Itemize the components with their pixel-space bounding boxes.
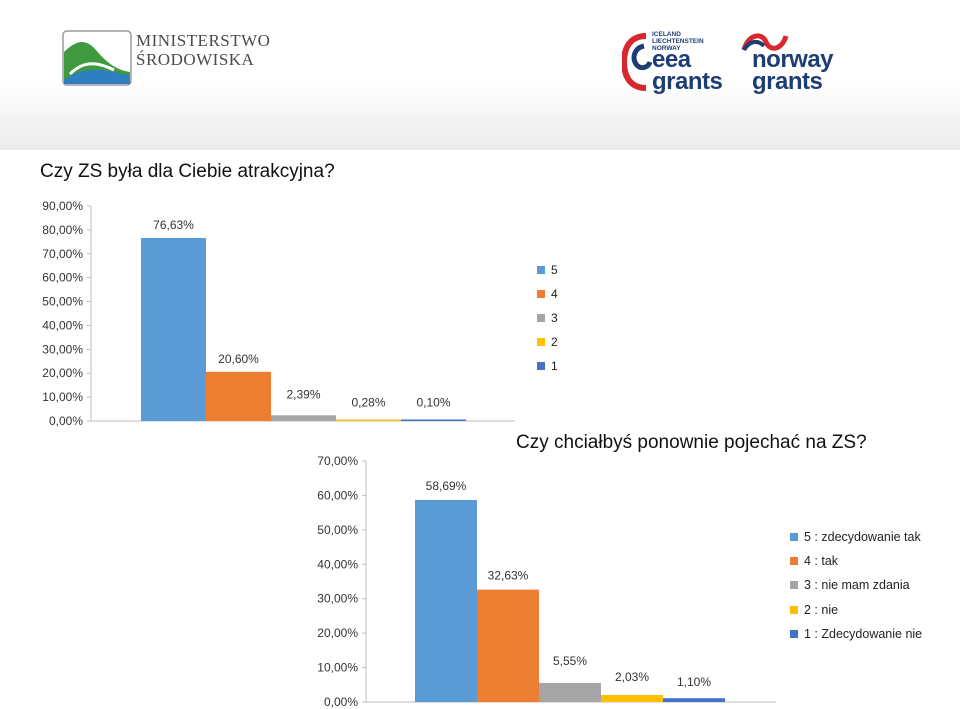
chart1-legend-swatch — [537, 290, 545, 298]
ministry-name: MINISTERSTWO ŚRODOWISKA — [136, 31, 270, 69]
chart1-legend-item: 5 — [537, 258, 558, 282]
chart1-y-tick-label: 40,00% — [42, 318, 83, 332]
chart1-y-tick-label: 90,00% — [42, 199, 83, 213]
chart1-bar — [206, 371, 271, 421]
chart1-y-tick-label: 80,00% — [42, 223, 83, 237]
chart1-y-tick-label: 70,00% — [42, 247, 83, 261]
chart1-data-label: 20,60% — [218, 352, 259, 366]
chart2-legend-swatch — [790, 605, 798, 614]
chart2-y-tick-label: 30,00% — [317, 592, 358, 606]
chart2-y-tick-label: 20,00% — [317, 626, 358, 640]
chart1-bar — [401, 419, 466, 421]
chart2-data-label: 5,55% — [553, 654, 587, 668]
eea-countries: ICELAND LIECHTENSTEIN NORWAY — [652, 31, 704, 52]
eea-country-2: LIECHTENSTEIN — [652, 38, 704, 45]
chart1-legend-label: 3 — [551, 311, 558, 325]
chart1-legend-swatch — [537, 314, 545, 322]
chart2-legend-label: 3 : nie mam zdania — [804, 578, 910, 593]
eea-country-3: NORWAY — [652, 45, 681, 52]
chart2-legend: 5 : zdecydowanie tak 4 : tak 3 : nie mam z… — [790, 525, 922, 646]
chart2-bar — [601, 695, 663, 702]
chart1-y-tick-label: 30,00% — [42, 342, 83, 356]
chart1-y-tick-label: 10,00% — [42, 390, 83, 404]
chart2-legend-item: 2 : nie — [790, 598, 922, 622]
chart1-legend: 5 4 3 2 1 — [537, 258, 558, 378]
chart2-legend-item: 4 : tak — [790, 549, 922, 573]
chart1-legend-label: 5 — [551, 263, 558, 277]
chart1-legend-swatch — [537, 266, 545, 274]
chart1-y-tick-label: 50,00% — [42, 295, 83, 309]
chart2-legend-item: 3 : nie mam zdania — [790, 573, 922, 597]
chart2-y-tick-label: 0,00% — [324, 695, 358, 709]
chart2-legend-label: 5 : zdecydowanie tak — [804, 530, 921, 545]
chart2-bar — [415, 499, 477, 702]
chart1-title: Czy ZS była dla Ciebie atrakcyjna? — [40, 161, 335, 182]
chart2-legend-label: 4 : tak — [804, 554, 839, 569]
norway-grants-logo-icon — [741, 33, 789, 52]
chart1-y-tick-label: 60,00% — [42, 271, 83, 285]
chart2-y-tick-label: 70,00% — [317, 454, 358, 468]
chart1-legend-swatch — [537, 338, 545, 346]
norway-wordmark-line2: grants — [752, 68, 823, 95]
chart2-y-tick-label: 60,00% — [317, 488, 358, 502]
chart2-title: Czy chciałbyś ponownie pojechać na ZS? — [516, 432, 867, 453]
chart2-data-label: 2,03% — [615, 670, 649, 684]
chart1-legend-swatch — [537, 362, 545, 370]
header-band — [0, 0, 960, 150]
chart2-legend-swatch — [790, 557, 798, 566]
ministry-line1: MINISTERSTWO — [136, 31, 271, 50]
chart1-data-label: 76,63% — [153, 218, 194, 232]
chart1-y-tick-label: 0,00% — [49, 414, 83, 428]
eea-wordmark-line1: eea — [652, 46, 691, 73]
chart2-legend-label: 1 : Zdecydowanie nie — [804, 626, 923, 641]
eea-grants-wordmark: eea grants — [652, 46, 723, 95]
chart1-bar — [336, 419, 401, 421]
chart2-legend-item: 5 : zdecydowanie tak — [790, 525, 922, 549]
chart1-data-label: 0,28% — [351, 396, 385, 410]
chart1-legend-label: 1 — [551, 359, 558, 373]
chart2-y-tick-label: 40,00% — [317, 557, 358, 571]
ministry-logo-icon — [62, 30, 132, 86]
chart2-y-tick-label: 50,00% — [317, 523, 358, 537]
chart1-bar — [141, 237, 206, 421]
eea-wordmark-line2: grants — [652, 68, 723, 95]
chart2-y-tick-label: 10,00% — [317, 661, 358, 675]
chart2-data-label: 32,63% — [488, 569, 529, 583]
chart1-legend-label: 2 — [551, 335, 558, 349]
chart1-data-label: 2,39% — [286, 387, 320, 401]
chart1-bar — [271, 415, 336, 421]
chart2-bar — [663, 698, 725, 702]
eea-grants-logo-icon — [622, 33, 652, 91]
chart1-legend-item: 1 — [537, 354, 558, 378]
chart2-legend-label: 2 : nie — [804, 602, 839, 617]
norway-grants-wordmark: norway grants — [752, 46, 834, 95]
chart1-legend-label: 4 — [551, 287, 558, 301]
chart1-legend-item: 4 — [537, 282, 558, 306]
eea-country-1: ICELAND — [652, 31, 681, 38]
chart2-legend-item: 1 : Zdecydowanie nie — [790, 622, 922, 646]
chart2-legend-swatch — [790, 629, 798, 638]
chart2-legend-swatch — [790, 581, 798, 590]
chart1-legend-item: 3 — [537, 306, 558, 330]
chart2-bar — [477, 589, 539, 702]
chart2-bar — [539, 682, 601, 702]
ministry-line2: ŚRODOWISKA — [136, 50, 255, 69]
chart1-data-label: 0,10% — [416, 396, 450, 410]
chart1-y-tick-label: 20,00% — [42, 366, 83, 380]
chart1-legend-item: 2 — [537, 330, 558, 354]
chart2-data-label: 1,10% — [677, 675, 711, 689]
chart2-legend-swatch — [790, 533, 798, 542]
chart2-data-label: 58,69% — [426, 479, 467, 493]
norway-wordmark-line1: norway — [752, 46, 834, 73]
